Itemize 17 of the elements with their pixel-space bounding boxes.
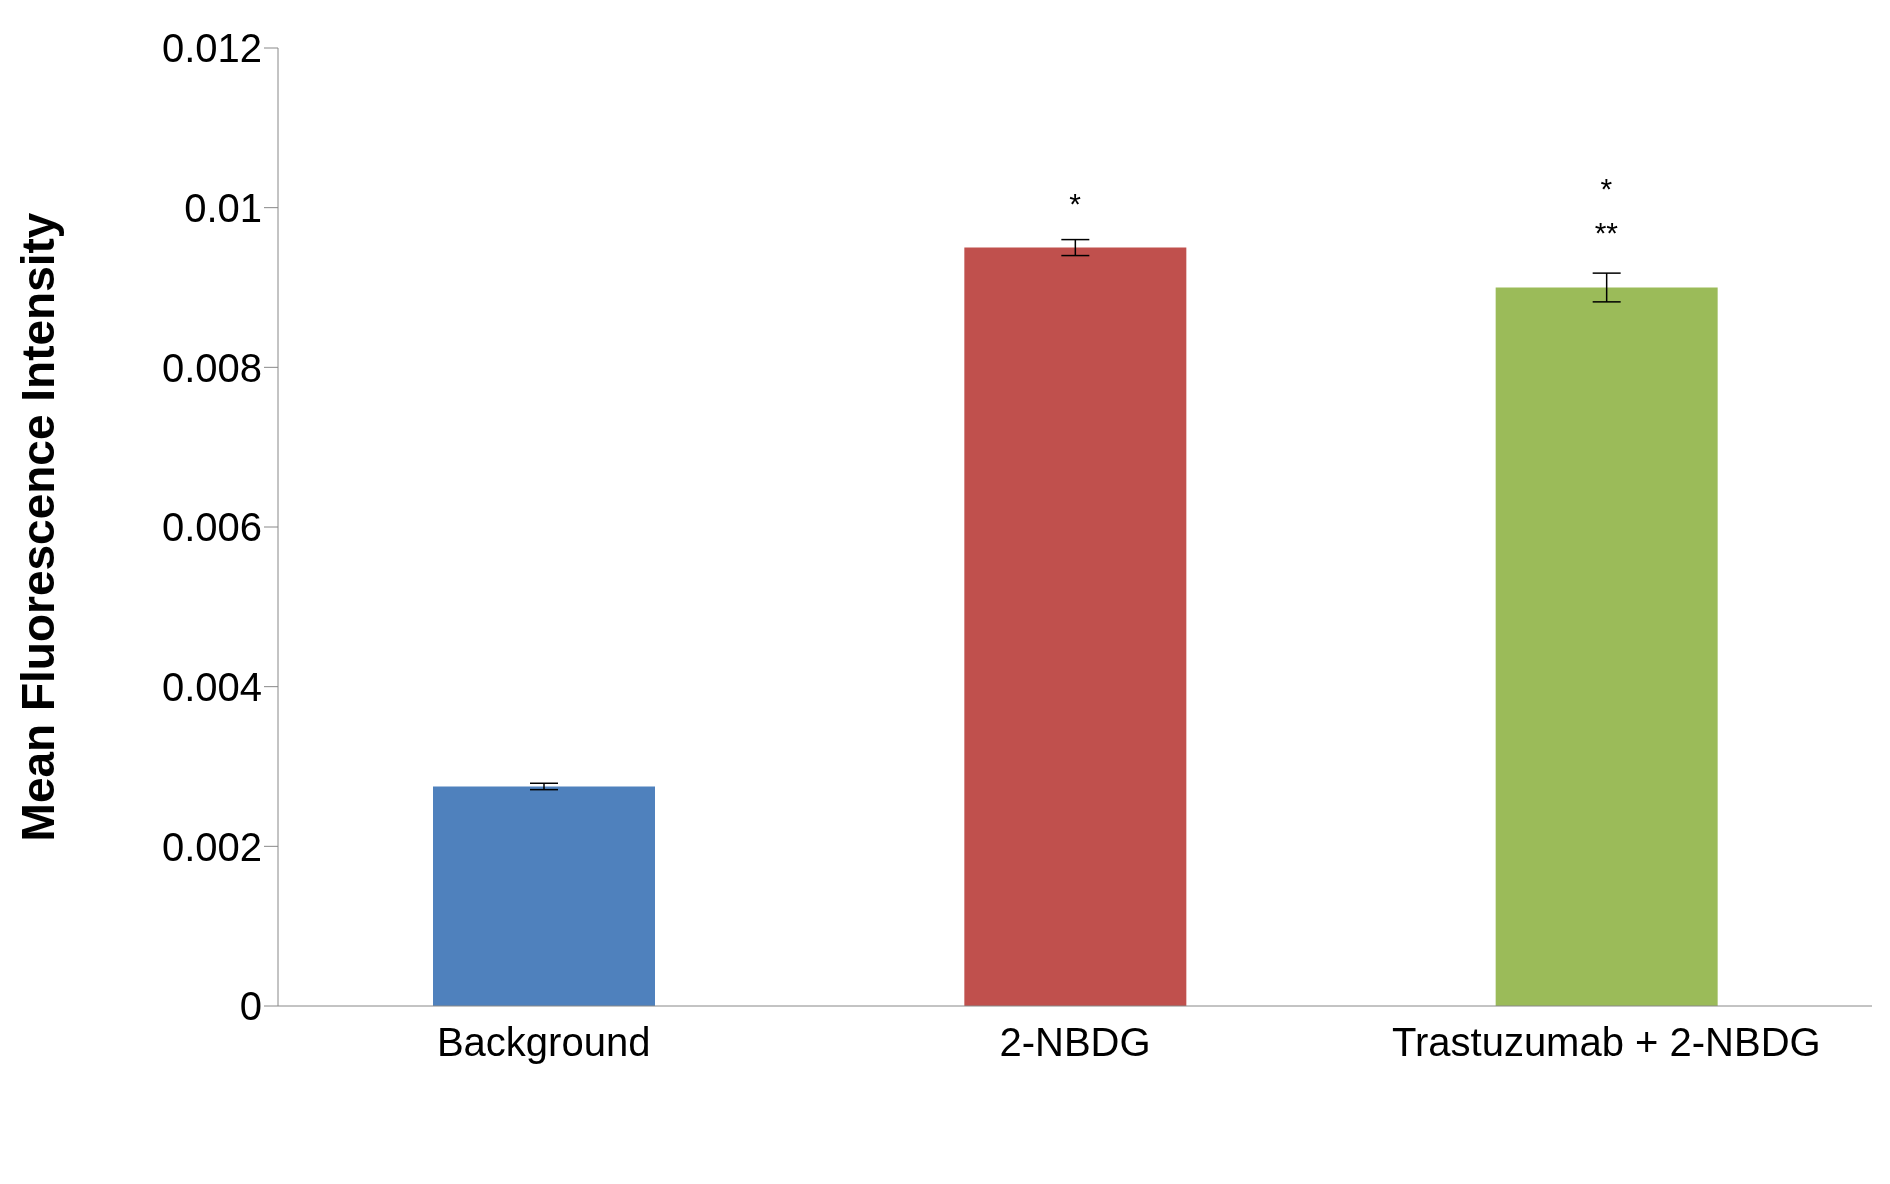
- y-tick-label: 0.006: [161, 505, 262, 550]
- y-tick-label: 0: [239, 984, 262, 1029]
- annotation: *: [1600, 172, 1613, 206]
- bar: [1495, 287, 1718, 1006]
- y-tick-label: 0.01: [184, 185, 262, 230]
- y-tick-label: 0.004: [161, 664, 262, 709]
- x-tick-label: 2-NBDG: [999, 1020, 1151, 1065]
- y-tick-label: 0.008: [161, 345, 262, 390]
- annotation: *: [1069, 186, 1082, 220]
- x-tick-label: Trastuzumab + 2-NBDG: [1392, 1020, 1821, 1065]
- bar: [433, 786, 655, 1006]
- x-tick-label: Background: [436, 1020, 651, 1065]
- y-axis-title: Mean Fluorescence Intensity: [12, 212, 65, 842]
- y-tick-label: 0.012: [161, 26, 262, 71]
- bar: [964, 247, 1187, 1006]
- annotation: **: [1594, 216, 1619, 250]
- y-tick-label: 0.002: [161, 824, 262, 869]
